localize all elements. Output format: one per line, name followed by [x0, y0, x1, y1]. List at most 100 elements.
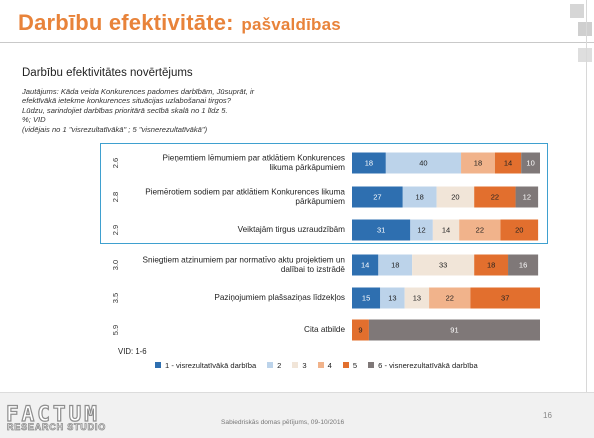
bar-segment — [402, 186, 437, 208]
question-line: efektīvākā ietekme konkurences situācija… — [22, 96, 231, 106]
bar-segment — [352, 152, 386, 174]
logo-main-text: FACTUM — [5, 401, 100, 426]
data-label: 13 — [413, 293, 421, 302]
category-label: dalībai to izstrādē — [281, 265, 346, 274]
category-label: Veiktajām tirgus uzraudzībām — [238, 225, 346, 234]
avg-value-label: 2.9 — [111, 225, 120, 235]
data-label: 14 — [504, 158, 512, 167]
category-label: Piemērotiem sodiem par atklātiem Konkure… — [145, 187, 345, 196]
bar-segment — [410, 219, 433, 241]
category-label: Pieņemtiem lēmumiem par atklātiem Konkur… — [163, 153, 345, 162]
chart-legend: 1 - visrezultatīvākā darbība 2 3 4 5 6 -… — [155, 359, 489, 371]
decor-line-right — [586, 0, 587, 392]
decor-square-1 — [570, 4, 584, 18]
bar-segment — [459, 219, 501, 241]
avg-value-label: 5.9 — [111, 325, 120, 335]
avg-value-label: 2.8 — [111, 192, 120, 202]
legend-item: 4 — [317, 361, 332, 370]
data-label: 18 — [474, 158, 482, 167]
data-label: 22 — [476, 225, 484, 234]
data-label: 18 — [365, 158, 373, 167]
decor-square-2 — [578, 22, 592, 36]
data-label: 13 — [388, 293, 396, 302]
bar-segment — [352, 219, 411, 241]
data-label: 9 — [358, 325, 362, 334]
bar-segment — [380, 287, 405, 309]
page-number: 16 — [543, 411, 552, 420]
section-title: Darbību efektivitātes novērtējums — [22, 67, 193, 79]
logo-sub-text: RESEARCH STUDIO — [7, 422, 107, 433]
data-label: 91 — [450, 325, 458, 334]
legend-item: 1 - visrezultatīvākā darbība — [155, 361, 256, 370]
decor-square-3 — [578, 48, 592, 62]
bar-segment — [429, 287, 471, 309]
footer-text: Sabiedriskās domas pētījums, 09-10/2016 — [221, 419, 345, 426]
legend-label: 2 — [277, 360, 282, 370]
category-label: pārkāpumiem — [295, 197, 345, 206]
category-label: Paziņojumiem plašsaziņas līdzekļos — [214, 293, 345, 302]
bar-segment — [521, 152, 540, 174]
legend-swatch — [155, 362, 161, 368]
bar-segment — [352, 254, 379, 276]
bar-segment — [494, 152, 522, 174]
legend-swatch — [292, 362, 299, 368]
data-label: 22 — [446, 293, 454, 302]
data-label: 18 — [391, 260, 399, 269]
bar-segment — [352, 319, 369, 341]
legend-item: 3 — [292, 360, 307, 370]
bar-segment — [404, 287, 430, 309]
bar-segment — [474, 254, 509, 276]
legend-item: 2 — [267, 361, 281, 370]
data-label: 40 — [419, 158, 427, 167]
bar-segment — [508, 254, 539, 276]
data-label: 20 — [451, 192, 459, 201]
avg-value-label: 3.0 — [111, 260, 120, 270]
bar-segment — [500, 219, 539, 241]
data-label: 20 — [515, 225, 523, 234]
question-line: %; VID — [22, 115, 46, 125]
category-label: Cita atbilde — [304, 325, 345, 334]
data-label: 18 — [416, 192, 424, 201]
bar-segment — [378, 254, 413, 276]
bar-segment — [352, 186, 403, 208]
bar-segment — [368, 319, 540, 341]
bar-segment — [470, 287, 540, 309]
data-label: 12 — [523, 192, 531, 201]
legend-label: 1 - visrezultatīvākā darbība — [165, 360, 257, 370]
legend-item: 5 — [342, 360, 358, 370]
data-label: 14 — [361, 260, 369, 269]
bar-segment — [385, 152, 462, 174]
legend-label: 6 - visnerezultatīvākā darbība — [378, 360, 478, 370]
data-label: 33 — [439, 260, 447, 269]
data-label: 14 — [442, 225, 450, 234]
data-label: 18 — [487, 260, 495, 269]
bar-segment — [474, 186, 516, 208]
highlight-box — [100, 143, 548, 244]
stacked-bar-chart: 2.6 Pieņemtiem lēmumiem par atklātiem Kon… — [111, 152, 540, 341]
category-label: likuma pārkāpumiem — [269, 163, 345, 172]
bar-segment — [412, 254, 475, 276]
question-text: Jautājums: Kāda veida Konkurences padome… — [22, 87, 332, 134]
data-label: 16 — [519, 260, 527, 269]
category-label: Sniegtiem atzinumiem par normatīvo aktu … — [142, 255, 345, 264]
question-line: Jautājums: Kāda veida Konkurences padome… — [22, 87, 255, 96]
data-label: 15 — [362, 293, 370, 302]
bar-segment — [461, 152, 495, 174]
legend-swatch — [342, 362, 349, 368]
bar-segment — [515, 186, 539, 208]
question-line: (vidējais no 1 "visrezultatīvākā" ; 5 "v… — [22, 124, 208, 134]
data-label: 27 — [373, 192, 381, 201]
legend-label: 3 — [302, 360, 307, 370]
vid-note: VID: 1-6 — [118, 347, 147, 356]
data-label: 37 — [501, 293, 509, 302]
legend-label: 5 — [352, 360, 358, 370]
bar-segment — [436, 186, 475, 208]
data-label: 12 — [417, 225, 425, 234]
decor-line-top — [0, 42, 594, 43]
legend-item: 6 - visnerezultatīvākā darbība — [368, 361, 478, 370]
avg-value-label: 3.5 — [111, 293, 120, 303]
slide-title: Darbību efektivitāte: pašvaldības — [18, 10, 341, 36]
data-label: 10 — [526, 158, 534, 167]
slide-title-main: Darbību efektivitāte: — [18, 10, 234, 35]
data-label: 22 — [491, 192, 499, 201]
